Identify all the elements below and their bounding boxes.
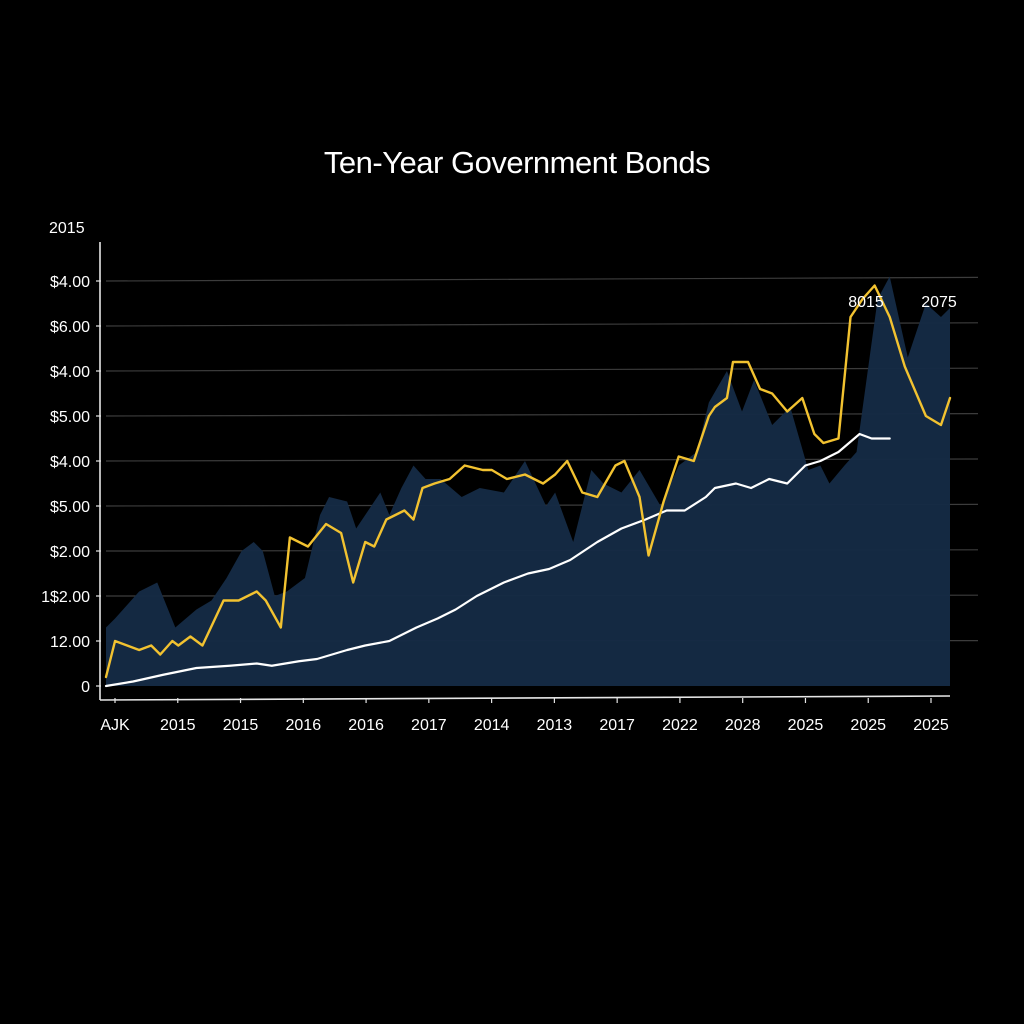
grid-line	[105, 413, 979, 417]
x-tick-label: 2025	[913, 717, 949, 734]
x-tick-label: 2015	[160, 717, 196, 734]
chart-title: Ten-Year Government Bonds	[324, 145, 710, 180]
axes	[99, 242, 951, 701]
x-tick-label: 2025	[788, 717, 824, 734]
y-tick-label: $5.00	[50, 499, 90, 516]
peak-label-1: 8015	[848, 294, 884, 311]
area-series	[106, 276, 950, 686]
corner-year-label: 2015	[49, 220, 85, 237]
yellow-series-line	[104, 284, 952, 679]
x-tick-label: 2022	[662, 717, 698, 734]
y-tick-label: $2.00	[50, 544, 90, 561]
y-tick-label: $5.00	[50, 409, 90, 426]
x-tick-label: AJK	[100, 717, 130, 734]
x-tick-label: 2025	[850, 717, 886, 734]
line-series	[104, 284, 952, 688]
area-fill	[106, 276, 950, 686]
x-tick-label: 2016	[348, 717, 384, 734]
x-tick-label: 2028	[725, 717, 761, 734]
y-tick-label: 1$2.00	[41, 589, 90, 606]
y-tick-label: $4.00	[50, 274, 90, 291]
y-tick-label: $4.00	[50, 454, 90, 471]
x-tick-label: 2016	[286, 717, 322, 734]
x-axis-ticks: AJK 2015 2015 2016 2016 2017 2014 2013 2017 2022 2…	[100, 698, 949, 734]
white-series-line	[104, 432, 891, 688]
y-tick-label: $6.00	[50, 319, 90, 336]
grid-line	[105, 367, 979, 372]
grid-line	[105, 276, 979, 282]
y-tick-label: 0	[81, 679, 90, 696]
y-tick-label: $4.00	[50, 364, 90, 381]
x-tick-label: 2017	[599, 717, 635, 734]
x-axis-line	[99, 695, 951, 701]
grid-line	[105, 322, 979, 327]
y-tick-label: 12.00	[50, 634, 90, 651]
x-tick-label: 2013	[537, 717, 573, 734]
x-tick-label: 2014	[474, 717, 510, 734]
peak-label-2: 2075	[921, 294, 957, 311]
grid-line	[105, 458, 979, 462]
x-tick-label: 2017	[411, 717, 447, 734]
y-axis-ticks: 0 12.00 1$2.00 $2.00 $5.00 $4.00 $5.00 $4.00 $6.…	[41, 274, 101, 696]
x-tick-label: 2015	[223, 717, 259, 734]
